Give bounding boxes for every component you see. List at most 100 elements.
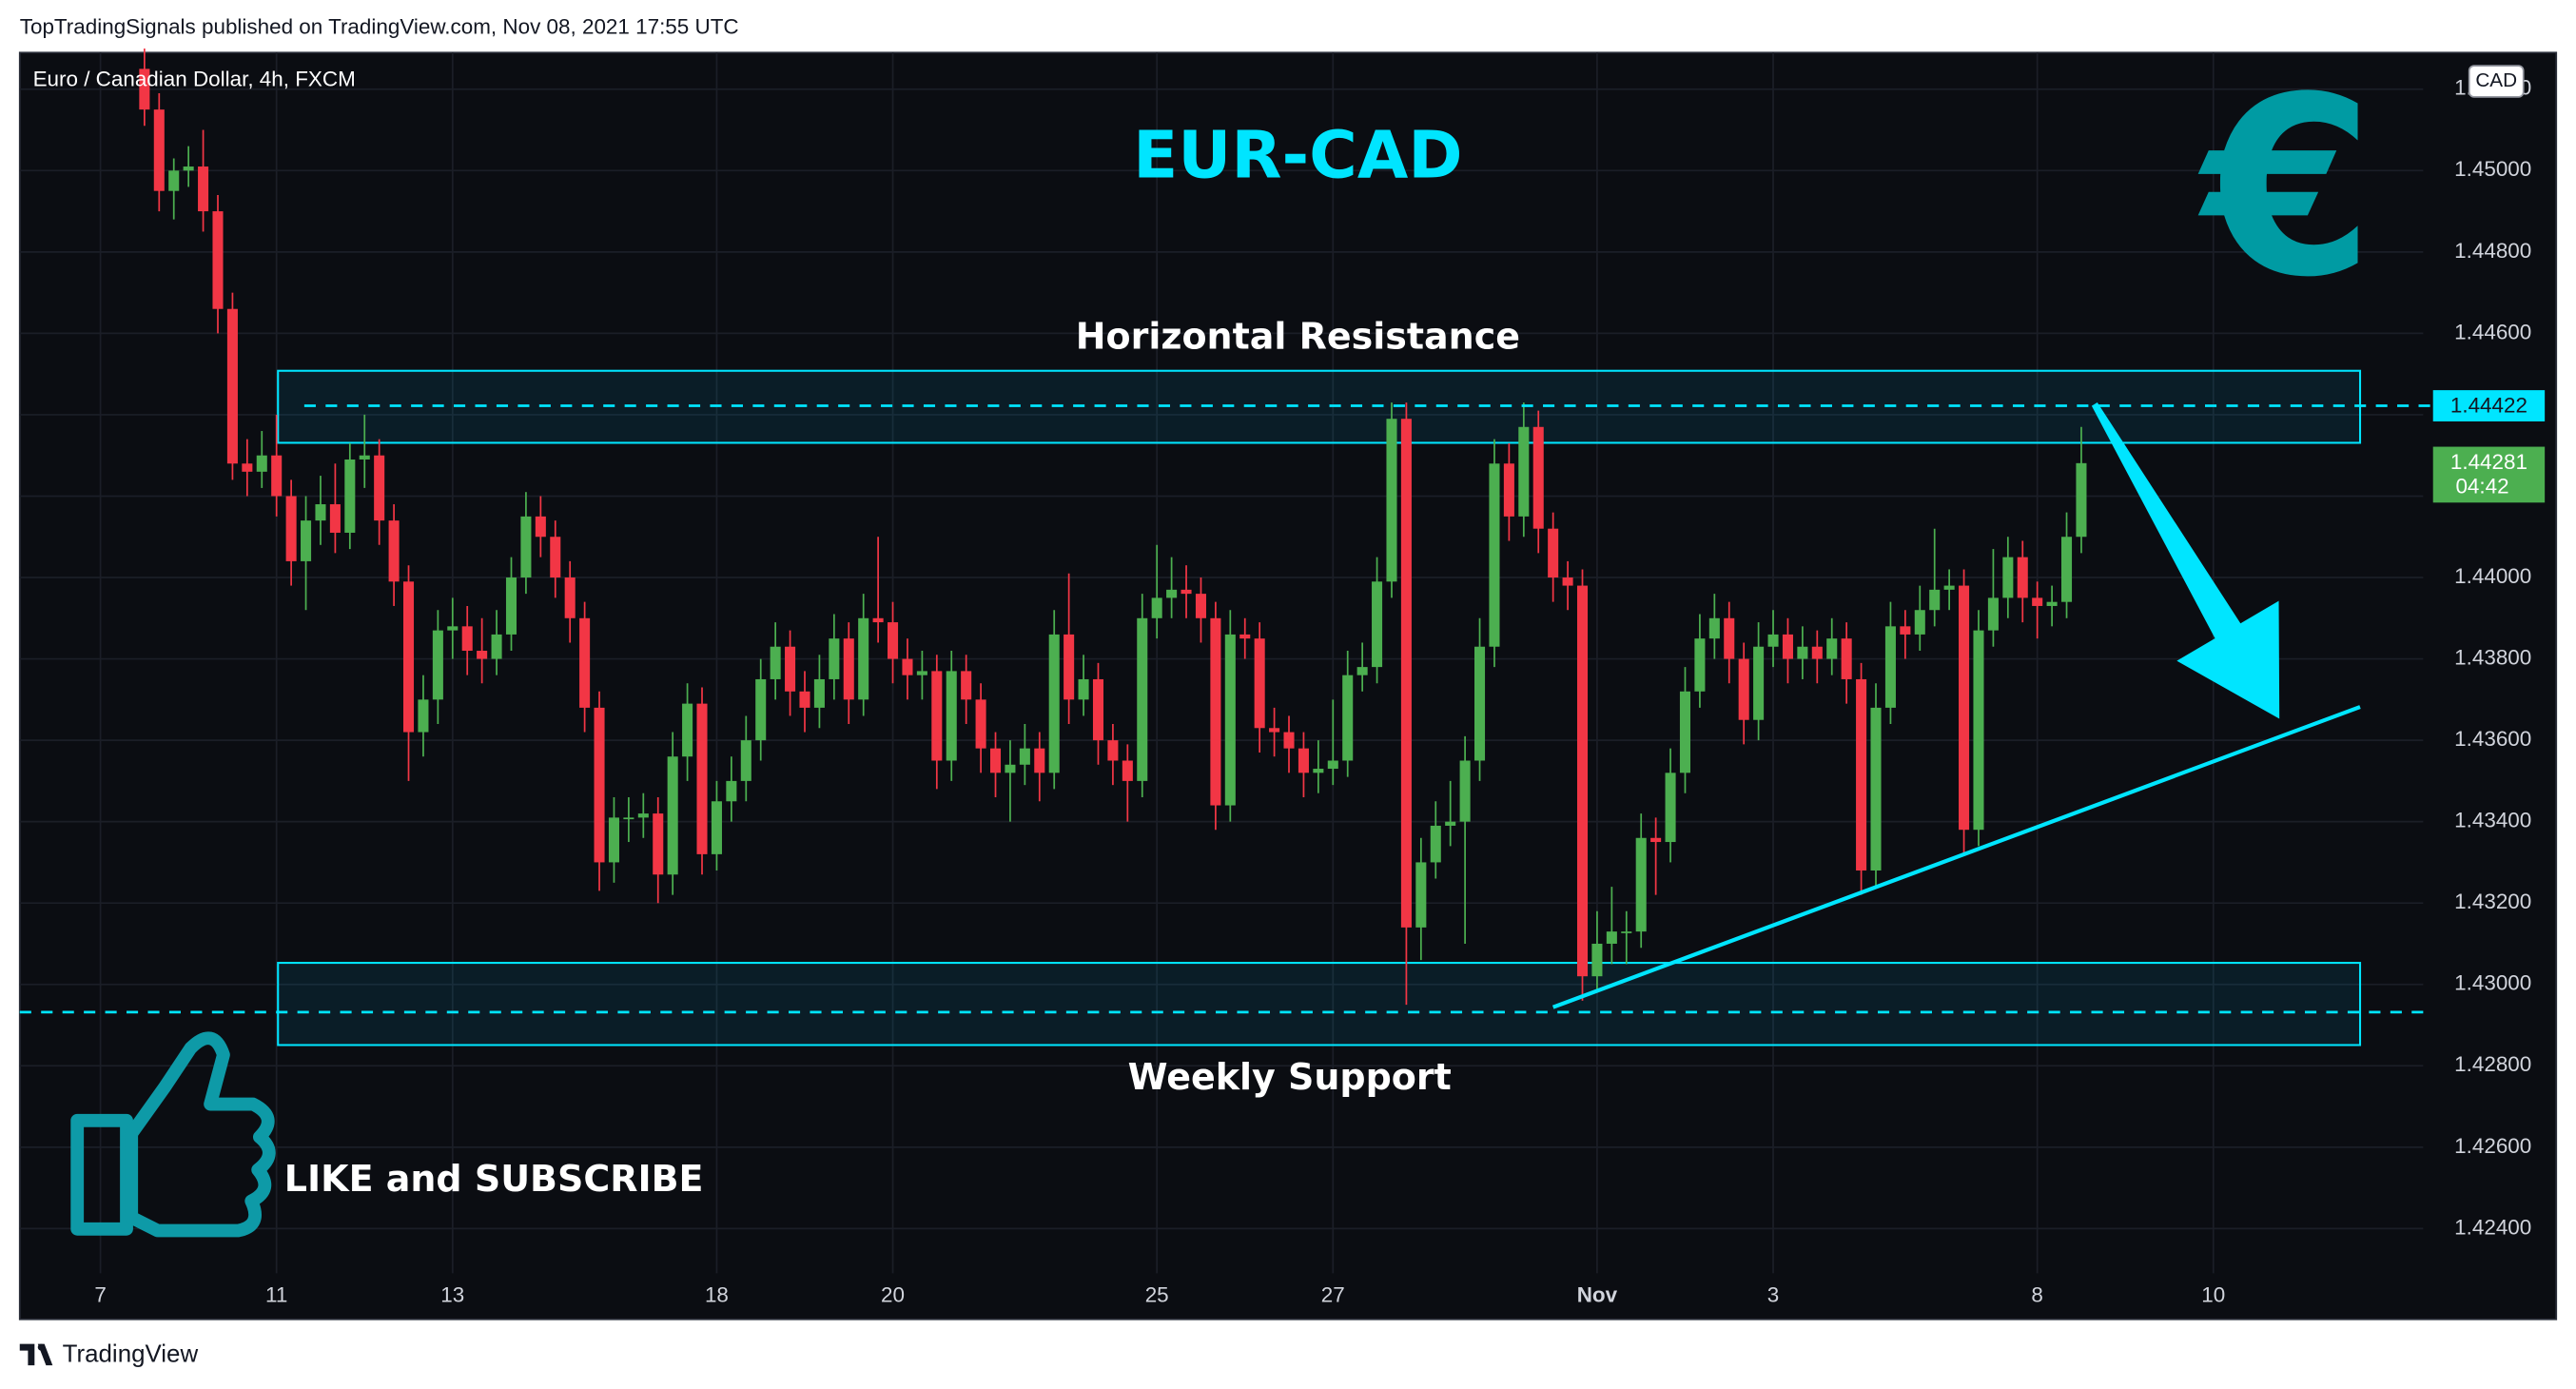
candle-body [1400,419,1412,928]
candle-body [1943,585,1955,590]
currency-badge [2468,65,2525,98]
candle-body [359,455,370,460]
thumb-hand [125,1031,276,1238]
candle-body [1092,678,1104,741]
candle-body [1826,638,1838,659]
candle-body [667,756,678,875]
y-tick-label: 1.43600 [2454,727,2531,751]
candle-body [2061,537,2073,602]
y-tick-label: 1.42400 [2454,1215,2531,1239]
candle-body [1767,634,1779,647]
y-tick-label: 1.43800 [2454,646,2531,670]
candle-body [183,166,194,171]
candle-body [888,622,899,659]
thumbs-up-icon [70,1031,276,1238]
candle-body [829,638,840,679]
candle-body [285,496,297,561]
candle-body [226,308,238,464]
candle-body [1474,646,1486,761]
candle-body [1811,646,1823,659]
support-zone [277,962,2362,1047]
brand-logo [19,1343,53,1366]
candle-body [1900,626,1911,635]
candle-body [374,455,385,521]
candle-body [755,678,767,741]
resistance-annotation: Horizontal Resistance [1076,315,1520,357]
currency-label: CAD [2475,69,2517,91]
candle-body [402,581,415,733]
candle-body [2002,557,2014,598]
x-tick-label: 20 [881,1283,905,1307]
candle-body [520,516,532,578]
candle-body [1532,426,1544,529]
last-price-label: 1.44281 [2450,450,2527,474]
candle-body [1430,825,1441,863]
candle-body [1107,740,1119,761]
candle-body [1987,597,1999,631]
candle-body [477,651,488,659]
candle-body [1679,691,1691,773]
candle-body [1019,748,1030,765]
x-tick-label: 7 [94,1283,106,1307]
candle-body [1137,617,1148,781]
candle-body [1884,626,1896,708]
publish-header: TopTradingSignals published on TradingVi… [20,14,739,38]
last-price-box [2432,446,2546,503]
candle-body [1562,577,1573,586]
candle-body [1576,585,1589,977]
candle-body [1048,634,1060,773]
candle-body [2032,597,2043,606]
candle-body [961,671,972,700]
brand-name: TradingView [63,1341,199,1368]
candle-body [153,109,165,191]
candle-body [2076,462,2087,538]
candle-body [418,699,429,733]
candle-body [813,678,825,708]
candle-body [1445,821,1456,826]
candle-body [740,740,751,781]
candle-body [799,691,810,708]
candle-body [1005,764,1016,773]
candle-body [1606,931,1617,944]
resistance-price-label: 1.44422 [2450,393,2527,417]
candle-body [594,707,605,863]
candle-body [1621,931,1632,933]
candle-body [1753,646,1765,720]
chart-panel [18,51,2558,1321]
candle-body [329,504,341,533]
direction-arrow [2091,402,2280,719]
candle-body [637,813,649,818]
candle-body [1635,837,1647,932]
y-tick-label: 1.43200 [2454,890,2531,913]
candle-body [301,520,312,561]
x-tick-label: 11 [265,1283,287,1307]
candle-body [1122,760,1133,781]
candle-body [1841,638,1852,679]
candle-body [212,211,224,309]
candle-body [1327,760,1338,770]
candle-body [1298,748,1309,773]
plot-layer [19,48,2449,1274]
y-tick-label: 1.44600 [2454,320,2531,343]
candle-body [843,638,854,700]
candle-body [1489,463,1500,647]
candle-body [1224,634,1236,806]
candle-body [989,748,1002,773]
subscribe-annotation: LIKE and SUBSCRIBE [284,1158,704,1200]
candle-body [711,801,722,854]
candle-body [1797,646,1808,659]
candle-body [1210,617,1221,806]
candle-body [168,170,180,191]
candle-body [1078,678,1089,700]
candle-body [1591,943,1603,977]
candle-body [1195,594,1206,618]
x-tick-label: 8 [2031,1283,2042,1307]
candle-body [975,699,986,749]
candle-body [1973,630,1984,831]
candle-body [1151,597,1162,618]
candle-body [916,671,927,675]
candle-body [535,516,546,538]
candle-body [1856,678,1867,871]
candle-body [1738,658,1749,720]
